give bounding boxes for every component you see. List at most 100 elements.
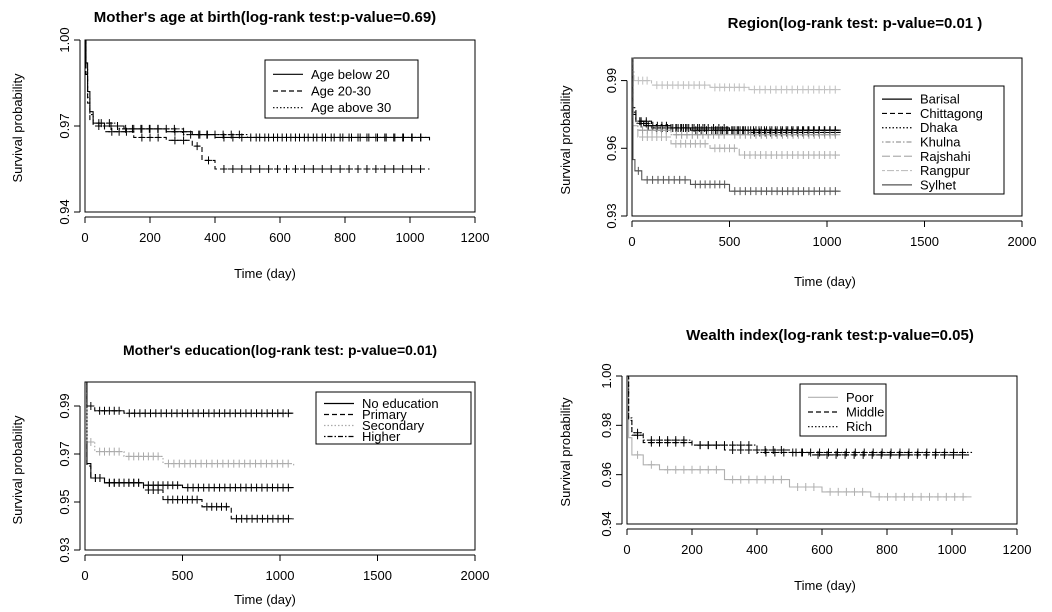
x-tick-label: 1000 bbox=[396, 230, 425, 245]
legend-label: Age 20-30 bbox=[311, 84, 371, 99]
legend-label: Dhaka bbox=[920, 120, 958, 135]
plot-frame bbox=[631, 57, 1023, 217]
censor-mark bbox=[934, 492, 942, 501]
censor-mark bbox=[831, 130, 839, 139]
censor-mark bbox=[721, 441, 728, 450]
censor-mark bbox=[162, 124, 170, 133]
censor-mark bbox=[923, 448, 931, 457]
censor-mark bbox=[222, 502, 230, 511]
x-axis-label: Time (day) bbox=[794, 578, 856, 593]
censor-mark bbox=[318, 165, 326, 173]
censor-mark bbox=[304, 133, 312, 142]
censor-mark bbox=[826, 487, 834, 496]
censor-mark bbox=[154, 124, 162, 133]
censor-mark bbox=[740, 83, 748, 92]
chart-title: Wealth index(log-rank test:p-value=0.05) bbox=[686, 327, 974, 344]
x-tick-label: 400 bbox=[204, 230, 226, 245]
censor-mark bbox=[309, 165, 317, 173]
censor-mark bbox=[372, 165, 380, 173]
x-tick-label: 400 bbox=[746, 542, 768, 557]
censor-mark bbox=[247, 165, 255, 173]
censor-mark bbox=[647, 460, 655, 469]
censor-mark bbox=[108, 127, 116, 136]
censor-mark bbox=[869, 448, 877, 457]
censor-mark bbox=[680, 436, 688, 445]
censor-mark bbox=[381, 165, 389, 173]
series-line-secondary bbox=[85, 381, 295, 466]
censor-mark bbox=[875, 492, 883, 501]
chart-title: Mother's education(log-rank test: p-valu… bbox=[123, 342, 437, 358]
y-tick-label: 0.99 bbox=[604, 68, 619, 93]
x-tick-label: 1200 bbox=[1003, 542, 1032, 557]
censor-mark bbox=[909, 492, 917, 501]
series-line-poor bbox=[627, 375, 972, 498]
censor-mark bbox=[187, 130, 195, 139]
x-tick-label: 1000 bbox=[813, 234, 842, 249]
x-tick-label: 1500 bbox=[910, 234, 939, 249]
censor-mark bbox=[959, 448, 967, 457]
censor-mark bbox=[354, 165, 362, 173]
x-tick-label: 800 bbox=[334, 230, 356, 245]
legend-box bbox=[315, 391, 472, 445]
censor-mark bbox=[942, 492, 950, 501]
censor-mark bbox=[737, 475, 745, 484]
censor-mark bbox=[662, 133, 670, 141]
censor-mark bbox=[825, 448, 832, 457]
censor-mark bbox=[932, 448, 940, 457]
censor-mark bbox=[278, 133, 286, 142]
censor-mark bbox=[220, 165, 228, 173]
series-line-age-20-30 bbox=[85, 39, 430, 170]
censor-mark bbox=[138, 124, 146, 133]
censor-mark bbox=[274, 165, 282, 173]
censor-mark bbox=[688, 465, 696, 474]
x-tick-label: 600 bbox=[811, 542, 833, 557]
legend-box bbox=[264, 59, 419, 119]
series-line-sylhet bbox=[632, 57, 841, 192]
censor-mark bbox=[195, 130, 203, 139]
censor-mark bbox=[154, 133, 162, 142]
censor-mark bbox=[720, 130, 728, 139]
censor-mark bbox=[842, 487, 850, 496]
censor-mark bbox=[284, 514, 292, 523]
censor-mark bbox=[712, 465, 720, 474]
y-axis-label: Survival probability bbox=[10, 415, 25, 525]
censor-mark bbox=[146, 124, 154, 133]
censor-mark bbox=[777, 475, 785, 484]
y-axis-label: Survival probability bbox=[10, 73, 25, 183]
censor-mark bbox=[664, 436, 672, 445]
censor-mark bbox=[672, 436, 680, 445]
x-tick-label: 0 bbox=[81, 568, 88, 583]
censor-mark bbox=[892, 492, 900, 501]
censor-mark bbox=[313, 133, 321, 142]
censor-mark bbox=[203, 130, 211, 139]
y-tick-label: 0.94 bbox=[57, 199, 72, 224]
censor-mark bbox=[737, 441, 745, 450]
plot-frame bbox=[84, 39, 476, 213]
censor-mark bbox=[860, 448, 868, 457]
legend-label: No education bbox=[362, 396, 439, 411]
censor-mark bbox=[146, 133, 154, 142]
legend-label: Chittagong bbox=[920, 106, 983, 121]
censor-mark bbox=[833, 448, 841, 457]
censor-mark bbox=[831, 151, 839, 160]
censor-mark bbox=[634, 428, 642, 437]
legend-label: Rangpur bbox=[920, 163, 971, 178]
y-tick-label: 0.96 bbox=[604, 136, 619, 161]
censor-mark bbox=[296, 133, 303, 142]
censor-mark bbox=[284, 409, 292, 418]
series-line-chittagong bbox=[632, 57, 841, 134]
censor-mark bbox=[798, 448, 806, 457]
censor-mark bbox=[193, 142, 201, 151]
censor-mark bbox=[647, 436, 655, 445]
series-line-primary bbox=[85, 381, 294, 520]
x-tick-label: 1200 bbox=[461, 230, 490, 245]
censor-mark bbox=[729, 475, 737, 484]
y-tick-label: 0.95 bbox=[57, 489, 72, 514]
legend-label: Khulna bbox=[920, 135, 961, 150]
censor-mark bbox=[235, 130, 243, 139]
censor-mark bbox=[322, 133, 329, 142]
censor-mark bbox=[356, 133, 364, 142]
